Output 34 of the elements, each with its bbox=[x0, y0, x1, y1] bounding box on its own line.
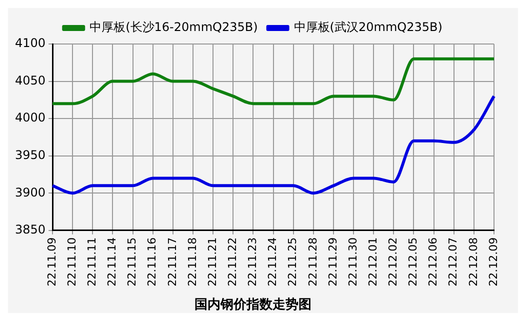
x-tick-label: 22.11.10 bbox=[65, 237, 78, 286]
x-tick-label: 22.11.21 bbox=[206, 237, 219, 286]
legend-label: 中厚板(武汉20mmQ235B) bbox=[294, 20, 442, 34]
x-tick-label: 22.11.23 bbox=[246, 237, 260, 286]
x-tick-label: 22.11.24 bbox=[266, 237, 280, 286]
y-tick-label: 4100 bbox=[14, 36, 46, 50]
x-tick-label: 22.12.07 bbox=[446, 237, 460, 286]
text: 国内钢价指数走势图 bbox=[194, 296, 312, 313]
y-tick-label: 4000 bbox=[14, 110, 46, 125]
x-tick-label: 22.11.15 bbox=[126, 237, 139, 286]
x-tick-label: 22.11.11 bbox=[86, 237, 99, 286]
x-tick-label: 22.11.22 bbox=[226, 237, 239, 286]
legend-label: 中厚板(长沙16-20mmQ235B) bbox=[90, 20, 258, 34]
x-tick-label: 22.12.02 bbox=[386, 237, 400, 286]
x-tick-label: 22.11.16 bbox=[146, 237, 159, 286]
y-tick-label: 4050 bbox=[14, 73, 46, 88]
y-tick-label: 3900 bbox=[14, 185, 46, 200]
x-tick-label: 22.11.17 bbox=[166, 237, 179, 286]
x-tick-label: 22.11.18 bbox=[186, 237, 199, 286]
x-tick-label: 22.11.25 bbox=[286, 237, 300, 286]
x-tick-label: 22.11.30 bbox=[346, 237, 360, 286]
y-tick-label: 3950 bbox=[14, 148, 46, 162]
x-tick-label: 22.12.09 bbox=[486, 237, 500, 286]
line-series bbox=[51, 94, 496, 195]
x-tick-label: 22.11.29 bbox=[326, 237, 340, 286]
x-tick-label: 22.12.05 bbox=[406, 237, 420, 286]
x-tick-label: 22.11.28 bbox=[306, 237, 320, 286]
x-tick-label: 22.11.14 bbox=[106, 237, 119, 286]
x-tick-label: 22.12.08 bbox=[466, 237, 480, 286]
x-tick-label: 22.12.01 bbox=[366, 237, 380, 286]
x-tick-label: 22.11.09 bbox=[45, 237, 58, 286]
line-series bbox=[51, 57, 496, 106]
x-tick-label: 22.12.06 bbox=[426, 237, 440, 286]
y-tick-label: 3850 bbox=[14, 222, 46, 237]
